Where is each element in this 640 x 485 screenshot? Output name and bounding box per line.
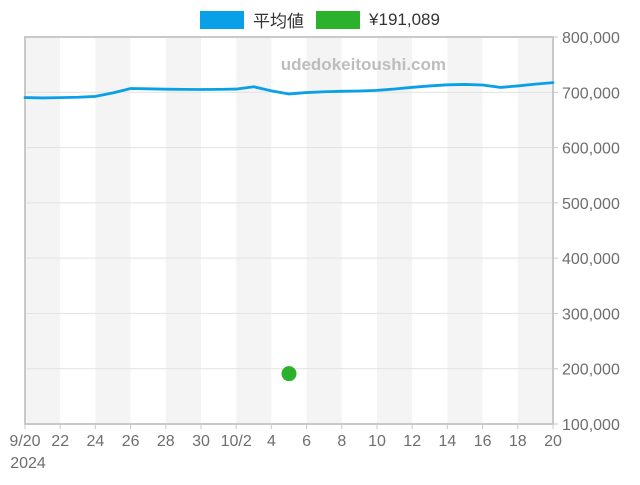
- y-tick-label: 600,000: [562, 141, 620, 158]
- price-point-marker: [281, 366, 297, 382]
- x-tick-label: 22: [51, 433, 69, 450]
- y-tick-label: 100,000: [562, 417, 620, 434]
- x-tick-label: 24: [87, 433, 105, 450]
- average-price-line: [23, 81, 555, 100]
- x-tick-label: 6: [302, 433, 311, 450]
- chart-legend: 平均値 ¥191,089: [0, 7, 640, 32]
- background-stripe: [95, 37, 131, 424]
- background-stripe: [236, 37, 272, 424]
- background-stripe: [201, 37, 237, 424]
- background-stripe: [130, 37, 166, 424]
- background-stripe: [412, 37, 448, 424]
- legend-item-price: ¥191,089: [316, 10, 440, 30]
- x-tick-label: 30: [192, 433, 210, 450]
- x-tick-label: 28: [157, 433, 175, 450]
- average-series-swatch: [200, 10, 245, 29]
- x-tick-label: 14: [439, 433, 457, 450]
- legend-item-average: 平均値: [200, 7, 304, 32]
- background-stripe: [482, 37, 518, 424]
- background-stripe: [60, 37, 96, 424]
- y-tick-label: 300,000: [562, 306, 620, 323]
- price-point-label: ¥191,089: [369, 9, 440, 29]
- price-point-swatch: [316, 10, 361, 29]
- x-tick-label: 8: [337, 433, 346, 450]
- x-tick-label: 10/2: [221, 433, 252, 450]
- y-tick-label: 800,000: [562, 30, 620, 47]
- x-tick-label: 26: [122, 433, 140, 450]
- background-stripe: [447, 37, 483, 424]
- background-stripe: [165, 37, 201, 424]
- watermark-text: udedokeitoushi.com: [281, 55, 446, 74]
- background-stripe: [271, 37, 307, 424]
- x-tick-label: 4: [267, 433, 276, 450]
- y-tick-label: 200,000: [562, 362, 620, 379]
- x-tick-label: 18: [509, 433, 527, 450]
- background-stripe: [341, 37, 377, 424]
- background-stripe: [25, 37, 61, 424]
- x-axis-year-label: 2024: [10, 455, 46, 472]
- x-tick-label: 9/20: [9, 433, 40, 450]
- plot-border: [24, 36, 554, 425]
- background-stripe: [306, 37, 342, 424]
- background-stripe: [377, 37, 413, 424]
- average-series-label: 平均値: [253, 12, 305, 31]
- x-tick-label: 10: [368, 433, 386, 450]
- y-tick-label: 700,000: [562, 85, 620, 102]
- y-tick-label: 400,000: [562, 251, 620, 268]
- y-tick-label: 500,000: [562, 196, 620, 213]
- background-stripe: [517, 37, 553, 424]
- x-tick-label: 12: [403, 433, 421, 450]
- x-tick-label: 16: [474, 433, 492, 450]
- x-tick-label: 20: [544, 433, 562, 450]
